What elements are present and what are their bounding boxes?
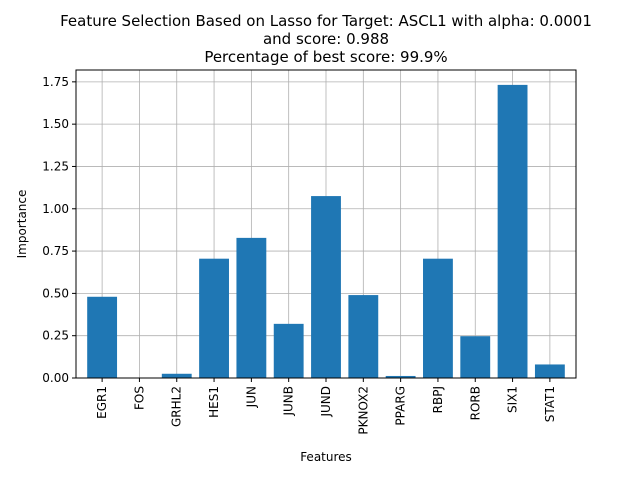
- y-tick-label: 1.25: [42, 159, 69, 173]
- x-tick-label-egr1: EGR1: [95, 386, 109, 419]
- x-tick-label-fos: FOS: [132, 386, 146, 410]
- x-axis-label: Features: [300, 450, 352, 464]
- x-tick-label-hes1: HES1: [207, 386, 221, 418]
- y-tick-label: 0.50: [42, 286, 69, 300]
- y-tick-label: 0.75: [42, 244, 69, 258]
- x-tick-label-rbpj: RBPJ: [431, 386, 445, 413]
- bar-hes1: [199, 258, 229, 378]
- title-line-1: Feature Selection Based on Lasso for Tar…: [60, 12, 592, 30]
- x-ticks: EGR1 FOS GRHL2 HES1 JUN JUNB JUND PKNOX2 PPARG RB…: [95, 378, 557, 435]
- x-tick-label-pparg: PPARG: [394, 386, 408, 426]
- bar-jund: [311, 196, 341, 378]
- bar-rorb: [460, 336, 491, 378]
- bar-junb: [273, 323, 304, 378]
- y-ticks: 0.00 0.25 0.50 0.75 1.00 1.25 1.50 1.75: [42, 75, 76, 385]
- title-line-3: Percentage of best score: 99.9%: [204, 48, 447, 66]
- x-tick-label-six1: SIX1: [506, 386, 520, 413]
- bar-six1: [497, 84, 528, 379]
- bar-pknox2: [348, 295, 379, 378]
- x-tick-label-grhl2: GRHL2: [170, 386, 184, 427]
- bar-pparg: [385, 375, 416, 378]
- y-tick-label: 1.00: [42, 202, 69, 216]
- bars: [87, 84, 565, 379]
- bar-rbpj: [423, 258, 453, 378]
- y-axis-label: Importance: [15, 190, 29, 259]
- chart-title: Feature Selection Based on Lasso for Tar…: [60, 12, 592, 66]
- bar-jun: [236, 237, 267, 378]
- y-tick-label: 1.75: [42, 75, 69, 89]
- bar-grhl2: [161, 373, 192, 378]
- bar-egr1: [87, 296, 118, 378]
- x-tick-label-pknox2: PKNOX2: [356, 386, 370, 435]
- x-tick-label-stat1: STAT1: [543, 386, 557, 422]
- y-tick-label: 0.25: [42, 329, 69, 343]
- y-tick-label: 0.00: [42, 371, 69, 385]
- title-line-2: and score: 0.988: [263, 30, 389, 48]
- x-tick-label-junb: JUNB: [282, 386, 296, 417]
- x-tick-label-rorb: RORB: [468, 386, 482, 420]
- y-tick-label: 1.50: [42, 117, 69, 131]
- x-tick-label-jun: JUN: [244, 386, 258, 408]
- x-tick-label-jund: JUND: [319, 386, 333, 418]
- bar-stat1: [534, 364, 565, 378]
